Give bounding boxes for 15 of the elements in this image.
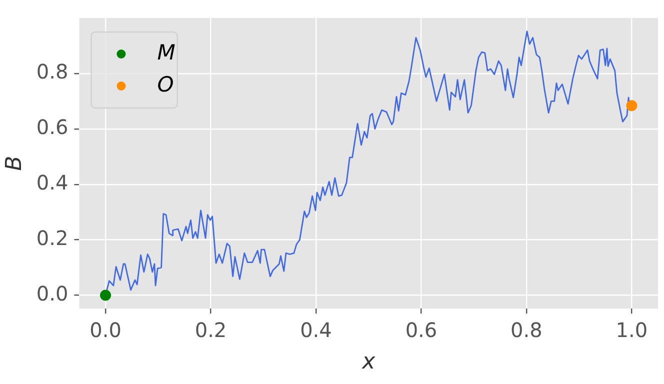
y-tick-label: 0.2 [36,226,68,250]
legend-label: M [157,40,176,64]
x-tick-label: 0.6 [405,318,438,342]
x-tick-label: 0.8 [510,318,542,342]
x-tick-label: 0.0 [90,318,122,342]
y-tick-label: 0.4 [36,170,68,195]
y-tick-label: 0.6 [36,115,68,140]
x-tick-label: 0.4 [300,318,332,342]
y-tick-label: 0.8 [36,60,68,84]
x-tick-label: 0.2 [194,318,227,342]
x-axis-title: x [361,350,376,375]
y-axis-title: B [2,156,27,171]
x-tick-label: 1.0 [616,318,648,342]
y-tick-label: 0.0 [36,281,68,306]
legend-label: O [157,72,174,96]
